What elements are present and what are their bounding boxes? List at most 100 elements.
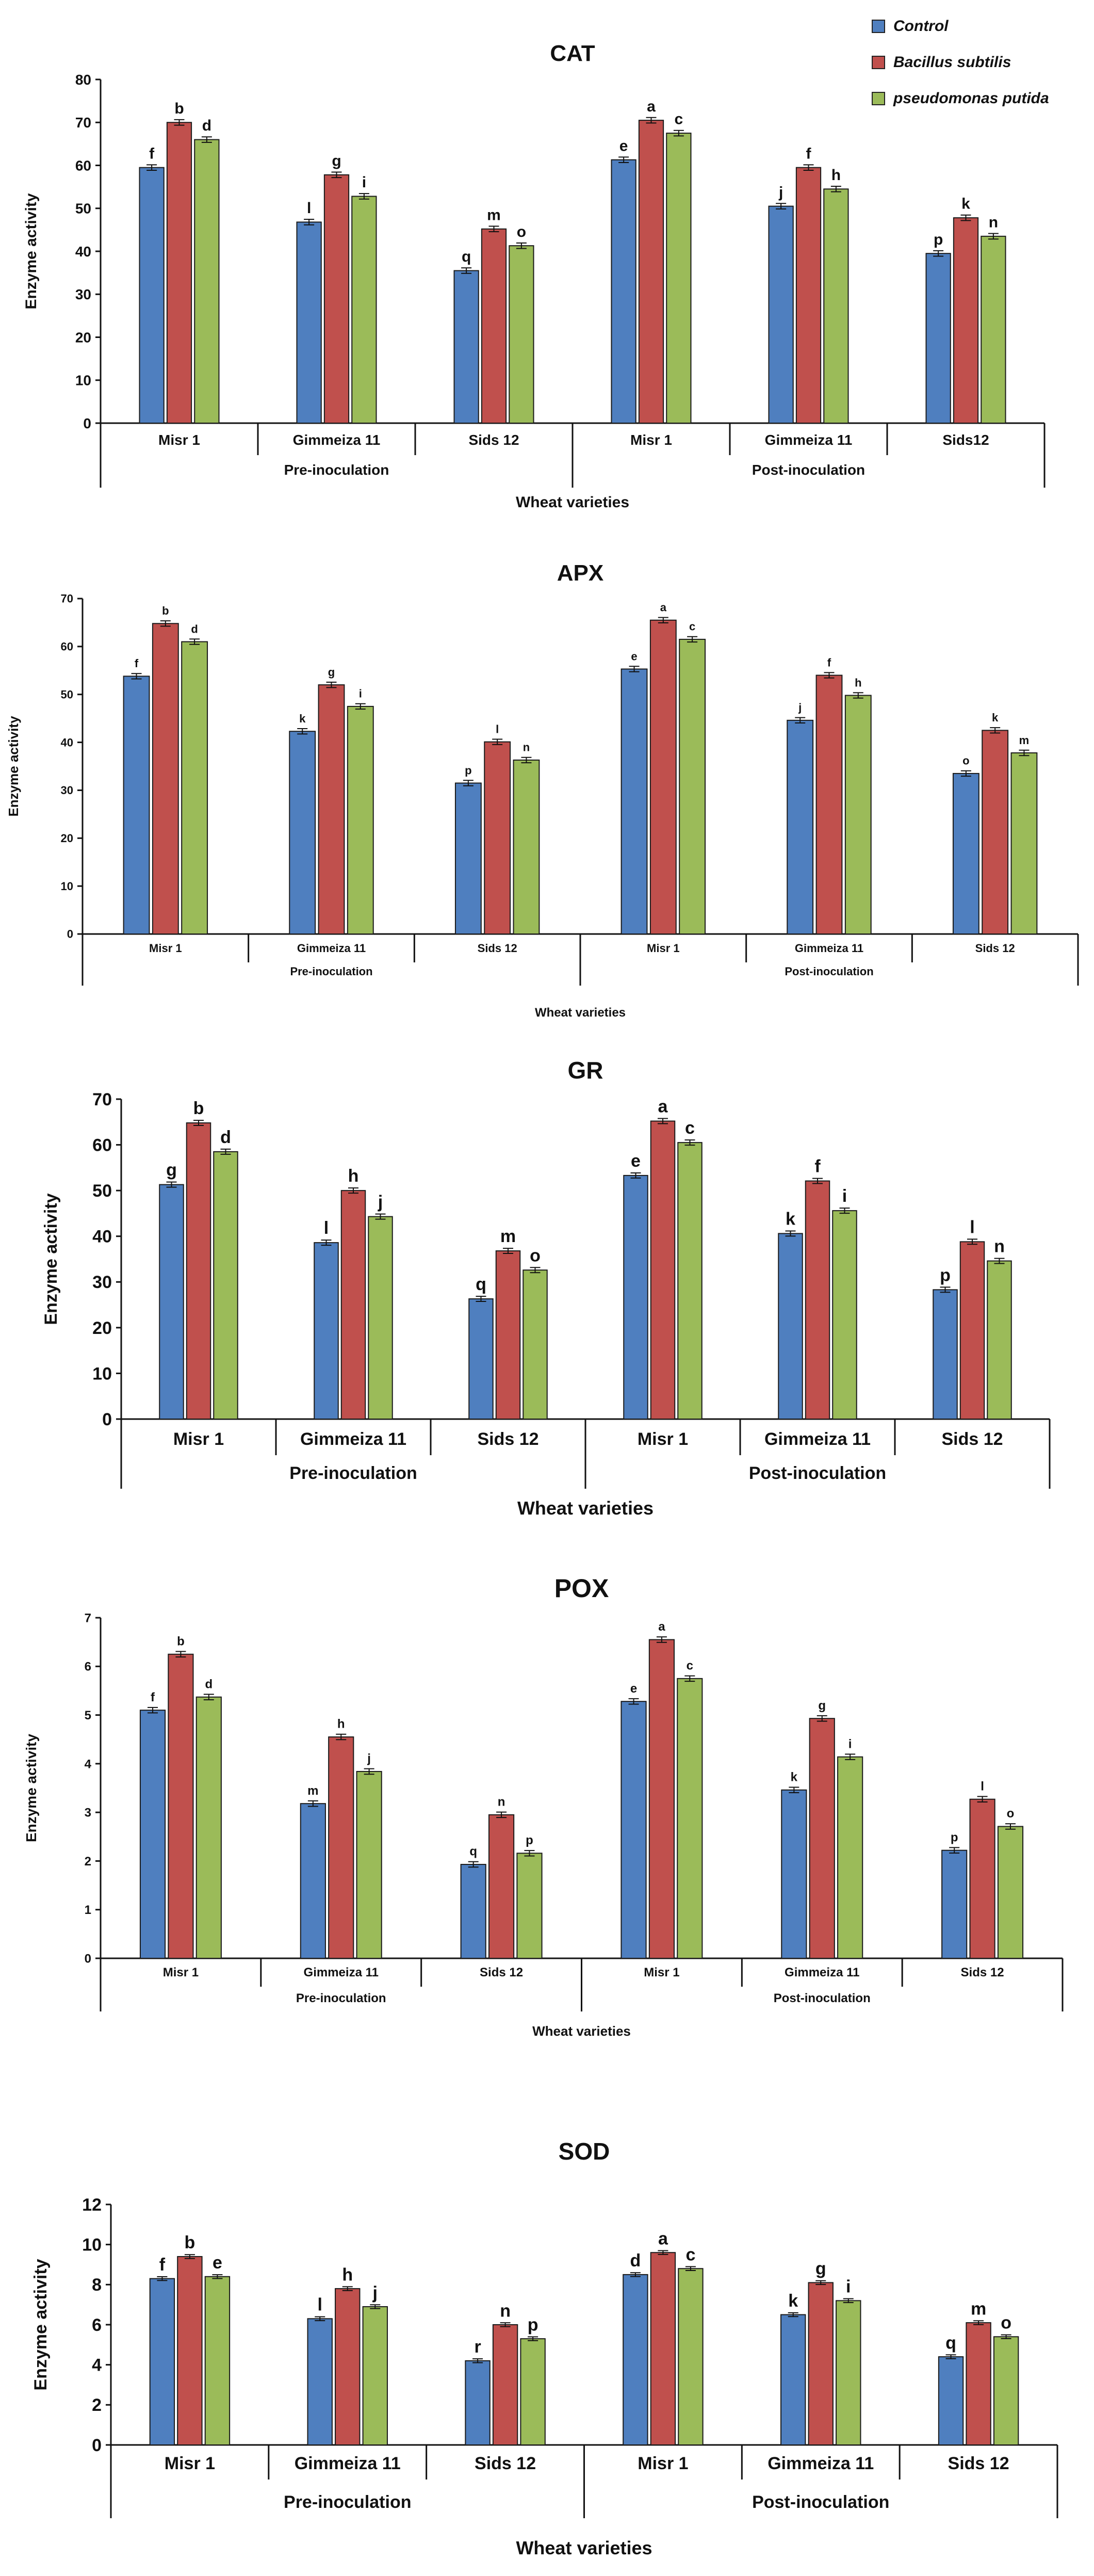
data-label: c [689, 620, 695, 633]
legend-swatch [872, 20, 885, 33]
y-tick-label: 0 [85, 1952, 91, 1966]
y-tick-label: 30 [92, 1273, 112, 1292]
bar [648, 1639, 675, 1959]
y-axis-label: Enzyme activity [41, 1193, 61, 1325]
bar [335, 2288, 361, 2446]
bar [152, 623, 179, 935]
bar [969, 1798, 995, 1959]
bar [649, 619, 677, 935]
data-label: k [786, 1209, 795, 1229]
data-label: p [528, 2315, 538, 2335]
data-label: b [185, 2233, 195, 2252]
category-label: Gimmeiza 11 [304, 1966, 379, 1979]
y-tick-label: 8 [92, 2275, 102, 2295]
legend-swatch [872, 56, 885, 69]
y-axis-label: Enzyme activity [23, 1734, 39, 1843]
y-tick-label: 10 [61, 880, 73, 893]
bar [941, 1849, 968, 1959]
bar [495, 1250, 521, 1420]
data-label: j [367, 1752, 371, 1766]
category-label: Misr 1 [149, 942, 182, 955]
bar [650, 2252, 676, 2446]
bar [484, 741, 511, 935]
bar [959, 1241, 985, 1420]
y-tick-label: 20 [92, 1318, 112, 1338]
category-label: Misr 1 [158, 432, 200, 448]
data-label: n [523, 741, 530, 754]
data-label: d [205, 1677, 213, 1691]
bar [650, 1120, 676, 1420]
y-tick-label: 10 [82, 2235, 102, 2255]
category-label: Sids 12 [948, 2454, 1009, 2473]
data-label: g [815, 2259, 826, 2279]
chart-cat: CAT Enzyme activity 0 10 20 30 40 50 60 70 80 Misr … [23, 41, 1046, 511]
data-label: d [191, 622, 198, 635]
y-tick-label: 20 [61, 832, 73, 845]
bar [836, 2300, 861, 2445]
y-tick-label: 60 [61, 640, 73, 653]
y-tick-label: 0 [83, 415, 91, 431]
bar [340, 1190, 366, 1420]
chart-title: APX [557, 560, 603, 586]
category-label: Gimmeiza 11 [297, 942, 366, 955]
chart-sod: SOD Enzyme activity 0 2 4 6 8 10 12 Misr 1 Gimmeiz… [31, 2138, 1058, 2558]
category-label: Misr 1 [630, 432, 672, 448]
bar [296, 221, 322, 424]
bar [993, 2336, 1019, 2445]
category-label: Gimmeiza 11 [795, 942, 863, 955]
data-label: k [299, 712, 306, 725]
y-tick-label: 10 [75, 373, 91, 389]
bar [780, 2314, 806, 2446]
bar [307, 2318, 333, 2446]
category-label: Gimmeiza 11 [295, 2454, 401, 2473]
category-label: Sids 12 [975, 942, 1015, 955]
category-label: Misr 1 [638, 2454, 688, 2473]
data-label: e [631, 1151, 641, 1171]
data-label: o [1001, 2313, 1011, 2333]
bar [982, 730, 1009, 935]
bar [351, 196, 377, 424]
bar [981, 235, 1006, 424]
chart-pox: POX Enzyme activity 0 1 2 3 4 5 6 7 Misr 1 Gimmeiza… [23, 1574, 1064, 2039]
category-label: Sids 12 [941, 1429, 1003, 1449]
data-label: p [940, 1265, 951, 1285]
y-tick-label: 60 [92, 1135, 112, 1155]
y-tick-label: 0 [102, 1410, 112, 1429]
data-label: j [372, 2283, 378, 2303]
bar [832, 1210, 857, 1420]
bar [362, 2306, 388, 2445]
y-tick-label: 1 [85, 1903, 91, 1917]
chart-title: SOD [559, 2138, 610, 2165]
y-axis-label: Enzyme activity [23, 193, 40, 309]
data-label: o [962, 754, 969, 767]
bar [453, 270, 479, 424]
legend-item: Bacillus subtilis [872, 44, 1088, 81]
legend-swatch [872, 92, 885, 105]
bar [997, 1826, 1024, 1959]
bar [623, 1174, 648, 1420]
bar [933, 1289, 958, 1420]
bar [318, 684, 345, 935]
bar [679, 638, 706, 935]
bar [213, 1151, 238, 1420]
bar [181, 641, 208, 935]
bar [204, 2276, 231, 2445]
y-tick-label: 20 [75, 329, 91, 345]
data-label: l [318, 2295, 322, 2315]
bar [953, 217, 979, 424]
group-label: Pre-inoculation [296, 1991, 386, 2005]
bar [677, 1142, 703, 1420]
bar [795, 167, 822, 424]
data-label: k [788, 2291, 798, 2311]
category-label: Misr 1 [173, 1429, 224, 1449]
data-label: c [675, 111, 683, 128]
data-label: f [827, 656, 831, 669]
chart-title: CAT [550, 41, 595, 66]
bar [815, 674, 843, 935]
group-label: Post-inoculation [774, 1991, 871, 2005]
bar [168, 1653, 194, 1959]
data-label: f [135, 657, 139, 670]
bar [678, 2268, 704, 2445]
data-label: f [159, 2255, 166, 2275]
